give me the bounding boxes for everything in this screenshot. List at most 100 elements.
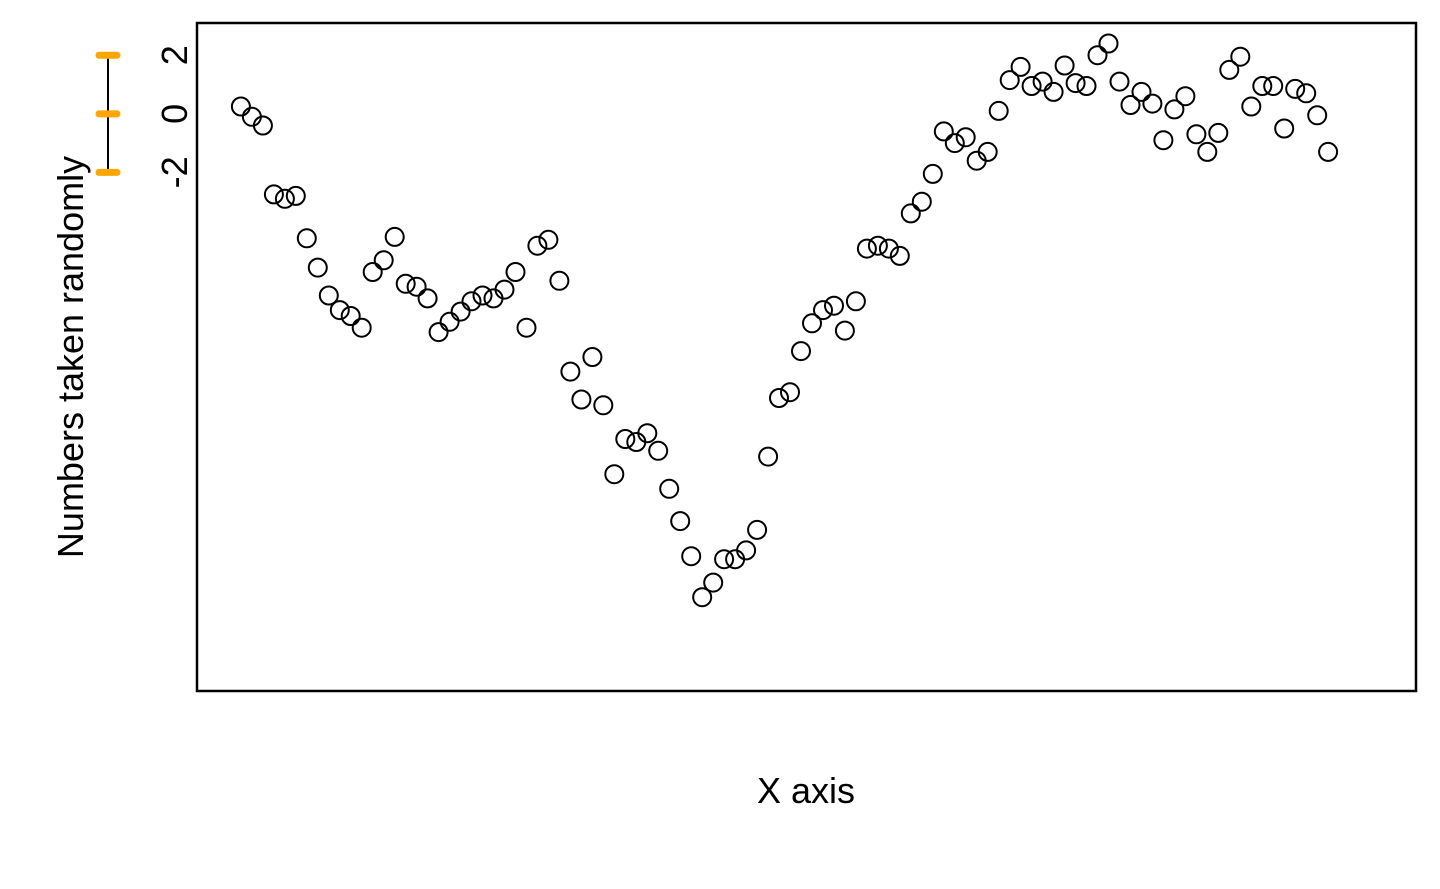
data-point	[845, 291, 866, 312]
data-point	[1087, 45, 1108, 66]
data-point	[889, 245, 910, 266]
data-point	[604, 464, 625, 485]
y-tick-label: -2	[154, 156, 195, 188]
data-point	[834, 320, 855, 341]
data-point	[944, 133, 965, 154]
data-point	[736, 540, 757, 561]
data-point	[1197, 141, 1218, 162]
data-point	[362, 262, 383, 282]
data-point	[977, 141, 998, 162]
data-point	[670, 511, 691, 532]
data-point	[439, 311, 460, 332]
data-point	[296, 228, 317, 249]
data-point	[329, 300, 350, 321]
data-point	[340, 306, 361, 326]
data-point	[571, 389, 592, 410]
data-point	[417, 288, 438, 309]
data-point	[922, 163, 943, 184]
y-tick-label: 2	[154, 45, 195, 65]
data-point	[1263, 76, 1284, 96]
data-point	[692, 587, 713, 608]
data-point	[373, 250, 394, 271]
data-point	[1010, 56, 1031, 77]
data-point	[813, 300, 833, 321]
data-point	[593, 395, 614, 416]
data-point	[1230, 46, 1251, 67]
data-point	[307, 257, 328, 278]
data-point	[999, 70, 1020, 91]
data-point	[263, 184, 284, 205]
data-point	[582, 347, 603, 367]
data-point	[428, 322, 449, 343]
data-point	[1153, 130, 1174, 151]
data-point	[494, 279, 515, 300]
data-point	[1318, 141, 1339, 162]
data-point	[856, 238, 877, 259]
data-point	[1285, 78, 1306, 99]
data-point	[1098, 33, 1119, 54]
data-point	[780, 382, 800, 403]
data-points	[230, 33, 1339, 608]
data-point	[802, 313, 822, 334]
data-point	[1252, 76, 1273, 96]
data-point	[615, 429, 636, 449]
data-point	[560, 361, 581, 382]
data-point	[1054, 55, 1075, 76]
data-point	[714, 549, 735, 570]
data-point	[406, 276, 427, 297]
data-point	[933, 121, 954, 142]
data-point	[911, 191, 932, 212]
data-point	[1307, 105, 1328, 126]
y-axis-label: Numbers taken randomly	[50, 156, 91, 558]
data-point	[824, 295, 844, 316]
data-point	[1109, 71, 1130, 92]
data-point	[878, 238, 899, 259]
data-point	[1065, 73, 1086, 94]
data-point	[1219, 59, 1240, 80]
data-point	[1076, 76, 1097, 96]
data-point	[285, 185, 306, 206]
data-point	[505, 262, 526, 282]
x-axis-label: X axis	[757, 770, 855, 811]
data-point	[1021, 76, 1042, 96]
y-tick-label: 0	[154, 104, 195, 124]
data-point	[1142, 93, 1163, 114]
data-point	[681, 546, 702, 567]
data-point	[1274, 118, 1295, 139]
data-point	[351, 317, 372, 338]
data-point	[549, 270, 570, 291]
data-point	[955, 127, 976, 148]
data-point	[516, 317, 537, 338]
data-point	[900, 203, 921, 224]
data-point	[637, 423, 658, 444]
data-point	[1208, 122, 1229, 143]
data-point	[1241, 96, 1262, 117]
data-point	[1120, 95, 1141, 115]
y-axis: 2 0 -2	[95, 45, 195, 188]
data-point	[472, 285, 493, 306]
data-point	[1032, 71, 1053, 92]
data-point	[384, 226, 405, 247]
data-point	[659, 478, 680, 499]
data-point	[1043, 81, 1064, 102]
data-point	[1175, 86, 1196, 107]
data-point	[1186, 124, 1207, 145]
data-point	[527, 235, 548, 256]
data-point	[1131, 81, 1152, 102]
data-point	[988, 100, 1009, 121]
data-point	[461, 291, 482, 312]
data-point	[769, 388, 789, 408]
data-point	[395, 273, 416, 294]
data-point	[791, 341, 811, 362]
data-point	[450, 301, 471, 322]
data-point	[318, 285, 339, 306]
data-point	[747, 519, 768, 540]
data-point	[867, 235, 888, 256]
data-point	[648, 440, 669, 461]
data-point	[538, 229, 559, 250]
data-point	[230, 96, 251, 117]
plot-frame	[195, 21, 1418, 693]
data-point	[1296, 83, 1317, 104]
data-point	[274, 188, 295, 209]
